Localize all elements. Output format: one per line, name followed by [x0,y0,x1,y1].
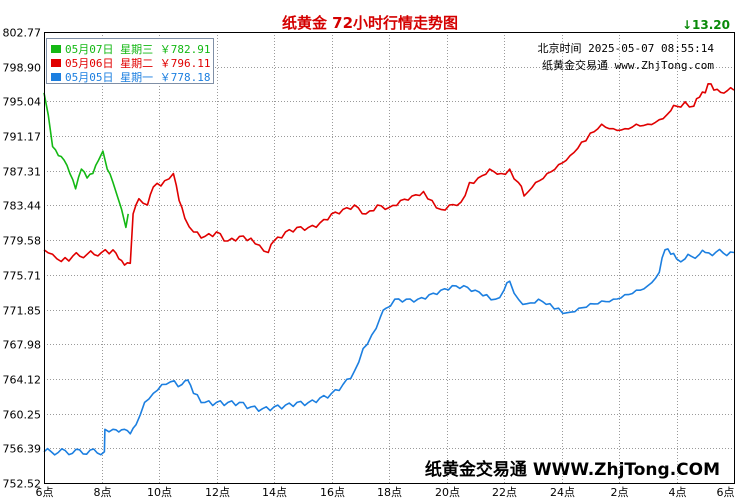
legend: 05月07日 星期三 ￥782.91 05月06日 星期二 ￥796.11 05… [46,38,214,84]
y-tick-label: 791.17 [3,131,42,144]
x-tick-label: 16点 [320,486,345,499]
series-line-1 [43,83,735,266]
x-tick-label: 2点 [611,486,629,499]
series-line-0 [43,92,129,229]
y-tick-label: 775.71 [3,270,42,283]
y-tick-label: 787.31 [3,166,42,179]
legend-label: 05月07日 星期三 ￥782.91 [65,43,211,56]
x-tick-label: 12点 [205,486,230,499]
x-tick-label: 6点 [717,486,735,499]
x-tick-label: 22点 [492,486,517,499]
series-lines [43,83,735,456]
plot-frame [44,32,735,484]
down-arrow-icon: ↓ [681,18,693,32]
x-tick-label: 24点 [550,486,575,499]
legend-item: 05月05日 星期一 ￥778.18 [51,69,211,84]
change-indicator: ↓13.20 [682,18,730,32]
x-axis-ticks: 6点 8点 10点 12点 14点 16点 18点 20点 22点 24点 2点 4点 6点 [36,486,735,499]
legend-swatch [51,59,61,67]
chart-title: 纸黄金 72小时行情走势图 [281,14,459,32]
y-axis-ticks: 802.77 798.90 795.04 791.17 787.31 783.44 779.… [3,27,42,491]
x-tick-label: 10点 [147,486,172,499]
x-tick-label: 4点 [669,486,687,499]
legend-swatch [51,45,61,53]
y-tick-label: 783.44 [3,200,42,213]
legend-label: 05月06日 星期二 ￥796.11 [65,57,211,70]
x-tick-label: 20点 [435,486,460,499]
legend-item: 05月07日 星期三 ￥782.91 [51,41,211,56]
legend-swatch [51,73,61,81]
timestamp-label: 北京时间 2025-05-07 08:55:14 [537,42,714,55]
y-tick-label: 764.12 [3,374,42,387]
y-tick-label: 760.25 [3,409,42,422]
x-tick-label: 14点 [262,486,287,499]
source-label: 纸黄金交易通 www.ZhjTong.com [542,59,714,72]
y-tick-label: 752.52 [3,478,42,491]
y-tick-label: 767.98 [3,339,42,352]
y-tick-label: 798.90 [3,62,42,75]
series-line-2 [43,248,735,456]
x-tick-label: 6点 [36,486,54,499]
x-tick-label: 18点 [377,486,402,499]
change-value: 13.20 [692,18,730,32]
x-tick-label: 8点 [94,486,112,499]
y-tick-label: 795.04 [3,96,42,109]
watermark: 纸黄金交易通 WWW.ZhjTong.COM [424,460,720,480]
grid [44,32,735,484]
legend-item: 05月06日 星期二 ￥796.11 [51,55,211,70]
y-tick-label: 802.77 [3,27,42,40]
y-tick-label: 771.85 [3,305,42,318]
y-tick-label: 756.39 [3,443,42,456]
y-tick-label: 779.58 [3,235,42,248]
legend-label: 05月05日 星期一 ￥778.18 [65,71,211,84]
